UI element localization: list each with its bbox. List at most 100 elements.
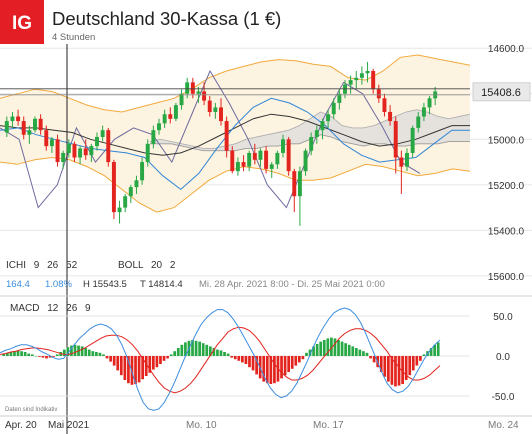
candle-body	[421, 107, 426, 117]
candle[interactable]	[326, 109, 331, 128]
candle[interactable]	[33, 116, 37, 133]
candle[interactable]	[281, 134, 285, 158]
candle[interactable]	[331, 98, 336, 119]
candle[interactable]	[128, 184, 133, 204]
candle-body	[66, 143, 71, 153]
candle[interactable]	[89, 143, 94, 163]
macd-histogram-bar	[198, 341, 201, 356]
candle[interactable]	[376, 84, 381, 103]
candle[interactable]	[354, 70, 359, 90]
candle-body	[337, 93, 342, 103]
candle[interactable]	[269, 162, 274, 178]
candle[interactable]	[168, 107, 173, 124]
macd-histogram-bar	[34, 356, 38, 357]
macd-histogram-bar	[151, 356, 155, 370]
candle[interactable]	[371, 68, 376, 94]
candle[interactable]	[162, 109, 167, 128]
candle[interactable]	[49, 137, 54, 153]
macd-histogram-bar	[41, 356, 45, 358]
candle[interactable]	[38, 114, 43, 135]
candle[interactable]	[241, 155, 246, 172]
candle[interactable]	[292, 168, 297, 213]
candle-body	[106, 130, 111, 163]
candle[interactable]	[213, 102, 218, 119]
candle[interactable]	[66, 139, 71, 158]
candle[interactable]	[55, 134, 60, 167]
candle[interactable]	[365, 61, 370, 83]
macd-histogram-bar	[273, 356, 276, 384]
macd-histogram-bar	[155, 356, 159, 368]
candle[interactable]	[83, 139, 88, 160]
candle[interactable]	[207, 96, 212, 117]
candle[interactable]	[202, 82, 207, 106]
candle[interactable]	[427, 96, 432, 115]
candle-body	[202, 91, 207, 101]
macd-histogram-bar	[333, 338, 337, 356]
candle[interactable]	[173, 102, 178, 122]
candle[interactable]	[123, 193, 128, 213]
candle[interactable]	[388, 105, 393, 126]
candle[interactable]	[314, 125, 319, 144]
candle[interactable]	[151, 125, 156, 149]
candle[interactable]	[111, 159, 116, 219]
candle[interactable]	[337, 89, 342, 110]
candle-body	[286, 139, 291, 172]
candle[interactable]	[230, 146, 235, 174]
candle[interactable]	[179, 89, 184, 110]
candle[interactable]	[382, 93, 387, 117]
candle[interactable]	[72, 141, 77, 163]
macd-panel[interactable]: 50.0 0.0 -50.0	[0, 295, 532, 411]
candle-body	[190, 82, 195, 94]
candle[interactable]	[359, 66, 364, 85]
candle[interactable]	[410, 125, 415, 158]
candle[interactable]	[405, 148, 409, 172]
candle[interactable]	[258, 148, 263, 167]
candle-body	[405, 152, 409, 167]
candle-body	[224, 121, 229, 151]
candle[interactable]	[297, 166, 302, 226]
candle[interactable]	[10, 111, 15, 128]
candle[interactable]	[16, 109, 21, 126]
candle[interactable]	[21, 116, 26, 140]
candle[interactable]	[78, 146, 83, 165]
candle[interactable]	[303, 148, 308, 176]
candle[interactable]	[157, 118, 161, 135]
macd-histogram-bar	[280, 356, 283, 379]
candle[interactable]	[61, 150, 66, 169]
candle[interactable]	[264, 146, 269, 174]
candle-body	[151, 130, 156, 144]
candle[interactable]	[100, 125, 105, 142]
candle[interactable]	[399, 150, 404, 194]
candle[interactable]	[27, 125, 32, 144]
candle-body	[4, 121, 9, 133]
candle[interactable]	[44, 125, 49, 151]
candle[interactable]	[309, 132, 314, 156]
candle[interactable]	[4, 116, 9, 138]
candle[interactable]	[247, 150, 252, 172]
ichi-param-3: 52	[66, 260, 78, 271]
candle[interactable]	[145, 139, 150, 167]
candle[interactable]	[140, 157, 145, 185]
candle[interactable]	[134, 175, 139, 194]
macd-label: MACD	[10, 303, 39, 314]
candle[interactable]	[348, 75, 353, 94]
candle[interactable]	[286, 137, 291, 176]
candle-body	[213, 107, 218, 112]
candle[interactable]	[393, 116, 398, 174]
candle[interactable]	[320, 118, 325, 140]
candle[interactable]	[421, 102, 426, 122]
candle[interactable]	[343, 80, 347, 99]
candle[interactable]	[235, 157, 240, 176]
candle[interactable]	[106, 127, 111, 167]
price-panel[interactable]: 15600.015400.015200.015000.014800.014600…	[0, 44, 532, 434]
candle[interactable]	[219, 98, 223, 126]
candle[interactable]	[416, 111, 421, 133]
macd-histogram-bar	[419, 356, 422, 361]
x-axis: Apr. 20 Mai 2021 Mo. 10 Mo. 17 Mo. 24	[0, 415, 532, 431]
candle[interactable]	[275, 150, 280, 169]
candle[interactable]	[95, 132, 99, 151]
candle[interactable]	[252, 143, 257, 165]
candle[interactable]	[117, 200, 122, 224]
candle[interactable]	[224, 116, 229, 158]
ichi-param-2: 26	[47, 260, 59, 271]
